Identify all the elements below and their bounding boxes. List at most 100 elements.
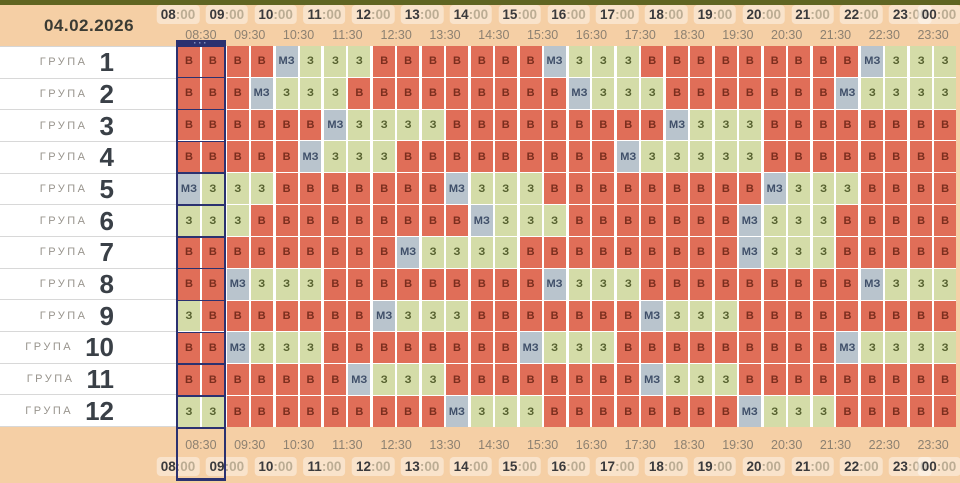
schedule-cell: В (934, 141, 956, 173)
hour-group: МЗ З (568, 77, 615, 109)
schedule-row: В В МЗ З З З В В В В В В В В В МЗ З З З В В В В В В В В В МЗ З З З (178, 268, 956, 300)
schedule-cell: З (568, 332, 591, 364)
hour-label: 08:00 (156, 5, 200, 24)
schedule-cell: В (617, 236, 640, 268)
schedule-cell: З (787, 173, 810, 205)
schedule-cell: З (910, 77, 933, 109)
schedule-cell: В (910, 236, 933, 268)
group-row: ГРУПА 4 (0, 142, 178, 174)
schedule-cell: В (445, 364, 468, 396)
schedule-cell: В (445, 141, 468, 173)
schedule-cell: В (250, 236, 273, 268)
schedule-cell: В (714, 332, 737, 364)
schedule-cell: З (250, 268, 273, 300)
schedule-cell: В (617, 300, 640, 332)
hour-label: 11:00 (303, 457, 346, 476)
schedule-cell: З (934, 46, 956, 77)
schedule-cell: З (910, 268, 933, 300)
hour-label: 21:00 (791, 5, 834, 24)
schedule-cell: З (178, 396, 200, 427)
schedule-cell: З (861, 332, 884, 364)
schedule-cell: В (422, 77, 444, 109)
current-hour-row-line (176, 204, 226, 206)
schedule-cell: В (568, 205, 591, 236)
schedule-cell: З (641, 77, 664, 109)
schedule-cell: В (275, 396, 298, 427)
schedule-cell: З (885, 77, 908, 109)
schedule-cell: В (690, 268, 712, 300)
hour-group: В МЗ (714, 236, 761, 268)
schedule-cell: В (836, 268, 859, 300)
hour-group: МЗ З (861, 46, 908, 77)
half-hour-label: 08:30 (185, 28, 217, 42)
half-hour-label: 21:30 (819, 438, 852, 452)
schedule-cell: З (714, 364, 737, 396)
schedule-row: З З З В В В В В В В В В МЗ З З З В В В В В В В МЗ З З З В В В В В (178, 205, 956, 236)
schedule-cell: В (690, 46, 712, 77)
schedule-cell: В (422, 396, 444, 427)
schedule-cell: В (690, 173, 712, 205)
schedule-cell: В (178, 332, 200, 364)
half-hour-label: 13:30 (429, 438, 461, 452)
hour-label: 20:00 (742, 457, 786, 476)
group-row: ГРУПА 6 (0, 205, 178, 238)
hour-label: 13:00 (400, 5, 444, 24)
schedule-cell: З (250, 332, 273, 364)
half-hour-label: 17:30 (624, 438, 656, 452)
schedule-cell: В (494, 46, 517, 77)
schedule-cell: В (885, 205, 908, 236)
hour-label: 13:00 (400, 457, 444, 476)
schedule-cell: В (861, 364, 884, 396)
half-hour-label: 23:30 (917, 438, 949, 452)
schedule-cell: МЗ (861, 46, 884, 77)
schedule-cell: В (885, 236, 908, 268)
schedule-cell: З (178, 205, 200, 236)
schedule-cell: В (348, 332, 371, 364)
schedule-cell: В (885, 300, 908, 332)
schedule-cell: В (836, 141, 859, 173)
schedule-cell: В (397, 332, 420, 364)
hour-label: 16:00 (547, 457, 590, 476)
schedule-cell: В (275, 173, 298, 205)
schedule-cell: В (690, 332, 712, 364)
schedule-cell: В (641, 396, 664, 427)
current-hour-border-left (176, 40, 178, 481)
schedule-cell: МЗ (641, 364, 664, 396)
group-word: ГРУПА (25, 341, 74, 354)
schedule-cell: В (373, 268, 396, 300)
hour-group: МЗ З (519, 332, 566, 364)
schedule-cell: З (738, 141, 761, 173)
schedule-cell: З (348, 109, 371, 141)
schedule-cell: В (494, 300, 517, 332)
schedule-cell: З (738, 109, 761, 141)
schedule-cell: В (226, 109, 249, 141)
current-hour-marker-dots: ··· (193, 38, 209, 48)
schedule-cell: В (910, 141, 933, 173)
